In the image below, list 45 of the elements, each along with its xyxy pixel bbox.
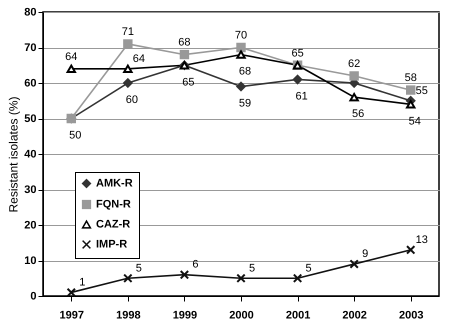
data-label: 5 [306,262,312,274]
data-label: 56 [352,108,364,120]
y-tick-label: 50 [24,113,36,125]
data-label: 62 [348,58,360,70]
data-label: 60 [126,94,138,106]
data-label: 1 [79,276,86,288]
data-label: 68 [178,36,191,49]
data-label: 61 [295,90,308,102]
data-label: 58 [404,72,417,84]
y-tick-label: 20 [24,220,36,232]
data-label: 50 [69,130,82,142]
y-tick-label: 10 [24,255,36,267]
data-label: 70 [234,30,248,42]
data-label: 65 [182,76,195,88]
data-label: 71 [122,26,134,38]
data-label: 59 [238,98,252,110]
y-tick-label: 40 [24,148,36,160]
data-label: 65 [291,47,304,60]
data-label: 5 [136,262,142,274]
data-label: 6 [192,258,198,271]
legend-label: AMK-R [96,178,133,190]
data-label: 55 [416,84,428,97]
data-label: 64 [65,50,78,63]
y-tick-label: 0 [30,290,36,302]
data-label: 13 [416,234,428,246]
y-axis-title: Resistant isolates (%) [6,96,20,213]
x-tick-label: 1997 [60,310,84,322]
x-tick-label: 1999 [172,310,198,322]
data-label: 9 [362,248,368,260]
x-tick-label: 2000 [229,310,254,322]
y-tick-label: 60 [24,78,36,90]
x-tick-label: 1998 [116,310,141,322]
legend-label: CAZ-R [96,218,130,230]
y-tick-label: 30 [24,184,36,196]
data-label: 64 [132,52,145,65]
legend-label: FQN-R [96,198,131,210]
x-tick-label: 2001 [286,310,310,322]
legend-label: IMP-R [96,238,128,250]
data-label: 54 [408,115,421,128]
y-tick-label: 80 [24,6,36,18]
data-label: 5 [248,262,256,274]
x-tick-label: 2003 [398,310,424,322]
data-label: 68 [238,66,252,78]
y-tick-label: 70 [24,42,36,54]
x-tick-label: 2002 [342,310,367,322]
